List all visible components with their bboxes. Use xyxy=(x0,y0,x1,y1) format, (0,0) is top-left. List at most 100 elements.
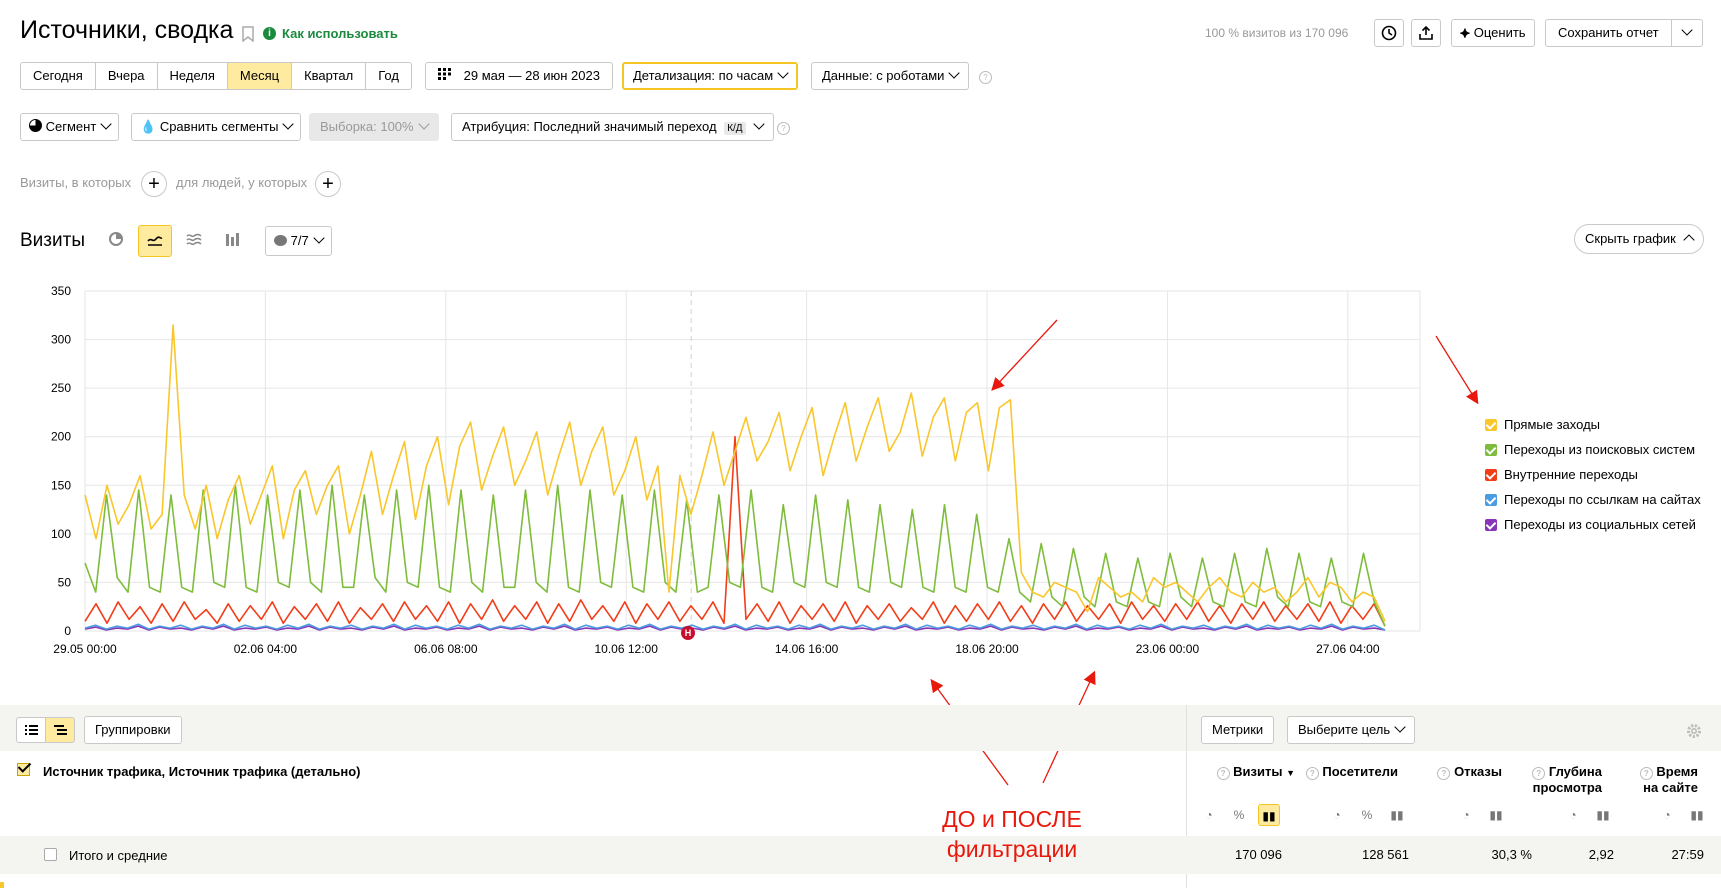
line-chart-type-button[interactable] xyxy=(138,225,172,257)
data-dropdown[interactable]: Данные: с роботами xyxy=(811,62,970,90)
pie-view-icon[interactable]: ◔ xyxy=(1462,808,1470,822)
save-report-button[interactable]: Сохранить отчет xyxy=(1545,19,1703,47)
dimension-checkbox[interactable] xyxy=(17,759,32,776)
series-line-2 xyxy=(84,435,1386,627)
period-month[interactable]: Месяц xyxy=(227,63,293,89)
annotation-marker[interactable]: Н xyxy=(681,626,695,640)
checkbox-icon xyxy=(1485,418,1497,431)
sample-dropdown: Выборка: 100% xyxy=(309,113,439,141)
help-icon: ? xyxy=(1437,767,1451,780)
y-tick-label: 200 xyxy=(51,430,71,444)
legend-item-direct[interactable]: Прямые заходы xyxy=(1485,417,1600,432)
total-time: 27:59 xyxy=(1671,847,1704,862)
bar-view-icon[interactable]: ▮▮ xyxy=(1390,808,1404,822)
info-icon: i xyxy=(263,27,276,40)
total-bounce: 30,3 % xyxy=(1491,847,1532,862)
help-icon[interactable]: ? xyxy=(777,122,790,135)
totals-checkbox[interactable] xyxy=(44,848,57,861)
bar-chart-type-button[interactable] xyxy=(221,227,245,251)
series-line-3 xyxy=(84,623,1386,631)
rate-button[interactable]: ⯌ Оценить xyxy=(1451,19,1535,47)
area-chart-type-button[interactable] xyxy=(182,227,206,251)
groupings-button[interactable]: Группировки xyxy=(84,716,182,744)
legend-item-search[interactable]: Переходы из поисковых систем xyxy=(1485,442,1695,457)
x-tick-label: 18.06 20:00 xyxy=(955,642,1019,656)
export-button[interactable] xyxy=(1411,19,1441,47)
settings-gear-icon[interactable] xyxy=(1686,723,1702,739)
metrics-button[interactable]: Метрики xyxy=(1201,716,1275,744)
visits-filter-label: Визиты, в которых xyxy=(20,175,132,190)
column-depth[interactable]: ? Глубина просмотра xyxy=(1532,764,1602,795)
pie-view-icon[interactable]: ◔ xyxy=(1569,808,1577,822)
pie-chart-type-button[interactable] xyxy=(104,227,128,251)
percent-view-icon[interactable]: % xyxy=(1233,808,1245,822)
help-icon: ? xyxy=(1639,767,1653,780)
date-range-button[interactable]: 29 мая — 28 июн 2023 xyxy=(425,62,613,90)
column-visitors[interactable]: ? Посетители xyxy=(1300,764,1398,780)
column-bounce[interactable]: ? Отказы xyxy=(1430,764,1502,780)
percent-view-icon[interactable]: % xyxy=(1361,808,1373,822)
list-icon xyxy=(24,725,38,735)
column-time[interactable]: ? Время на сайте xyxy=(1618,764,1698,796)
legend-item-internal[interactable]: Внутренние переходы xyxy=(1485,467,1638,482)
visits-share: 100 % визитов из 170 096 xyxy=(1205,26,1349,40)
help-icon: ? xyxy=(1305,767,1319,780)
series-line-0 xyxy=(84,324,1386,622)
bar-view-icon[interactable]: ▮▮ xyxy=(1596,808,1610,822)
period-quarter[interactable]: Квартал xyxy=(292,63,367,89)
y-tick-label: 100 xyxy=(51,527,71,541)
pie-view-icon[interactable]: ◔ xyxy=(1663,808,1671,822)
table-divider xyxy=(1186,705,1187,888)
pie-view-icon[interactable]: ◔ xyxy=(1333,808,1341,822)
history-button[interactable] xyxy=(1374,19,1404,47)
calendar-icon xyxy=(438,68,451,80)
period-yesterday[interactable]: Вчера xyxy=(96,63,158,89)
attribution-dropdown[interactable]: Атрибуция: Последний значимый переход К/… xyxy=(451,113,775,141)
how-to-use-link[interactable]: i Как использовать xyxy=(263,26,398,41)
compare-segments-dropdown[interactable]: 💧 Сравнить сегменты xyxy=(131,113,302,141)
bar-chart-icon xyxy=(226,233,239,246)
bar-view-icon[interactable]: ▮▮ xyxy=(1690,808,1704,822)
save-report-dropdown[interactable] xyxy=(1671,20,1702,46)
goal-dropdown[interactable]: Выберите цель xyxy=(1287,716,1416,744)
dimension-header[interactable]: Источник трафика, Источник трафика (дета… xyxy=(43,764,361,779)
period-today[interactable]: Сегодня xyxy=(21,63,96,89)
bar-view-icon[interactable]: ▮▮ xyxy=(1489,808,1503,822)
totals-label: Итого и средние xyxy=(69,848,168,863)
y-tick-label: 250 xyxy=(51,381,71,395)
legend-item-links[interactable]: Переходы по ссылкам на сайтах xyxy=(1485,492,1701,507)
legend-item-social[interactable]: Переходы из социальных сетей xyxy=(1485,517,1696,532)
pie-view-icon[interactable]: ◔ xyxy=(1205,808,1213,822)
area-chart-icon xyxy=(186,233,202,246)
column-visits[interactable]: ? Визиты ▼ xyxy=(1205,764,1295,781)
hide-chart-button[interactable]: Скрыть график xyxy=(1574,224,1705,254)
sort-desc-icon: ▼ xyxy=(1286,768,1295,778)
y-tick-label: 150 xyxy=(51,478,71,492)
period-year[interactable]: Год xyxy=(378,68,399,83)
bookmark-icon[interactable] xyxy=(242,26,254,47)
series-line-4 xyxy=(84,625,1386,631)
help-icon[interactable]: ? xyxy=(979,71,992,84)
segment-dropdown[interactable]: Сегмент xyxy=(20,113,120,141)
tree-view-button[interactable] xyxy=(45,717,75,743)
visits-line-chart[interactable]: 0 50 100 150 200 250 300 350 29.05 00:00 02.06 04… xyxy=(0,270,1440,670)
table-toolbar xyxy=(0,705,1721,751)
period-week[interactable]: Неделя xyxy=(158,63,228,89)
checkbox-icon xyxy=(1485,518,1497,531)
detail-dropdown[interactable]: Детализация: по часам xyxy=(622,62,799,90)
total-visits: 170 096 xyxy=(1235,847,1282,862)
checkbox-icon xyxy=(1485,443,1497,456)
notes-dropdown[interactable]: 7/7 xyxy=(265,226,332,256)
add-people-filter-button[interactable]: + xyxy=(315,171,341,197)
x-tick-label: 27.06 04:00 xyxy=(1316,642,1380,656)
flat-view-button[interactable] xyxy=(16,717,46,743)
x-tick-label: 29.05 00:00 xyxy=(53,642,117,656)
bar-view-icon[interactable]: ▮▮ xyxy=(1258,804,1280,826)
clock-icon xyxy=(1381,25,1397,41)
add-visit-filter-button[interactable]: + xyxy=(141,171,167,197)
x-tick-label: 14.06 16:00 xyxy=(775,642,839,656)
people-filter-label: для людей, у которых xyxy=(176,175,308,190)
period-selector[interactable]: Сегодня Вчера Неделя Месяц Квартал Год xyxy=(20,62,412,90)
checkbox-icon xyxy=(1485,468,1497,481)
